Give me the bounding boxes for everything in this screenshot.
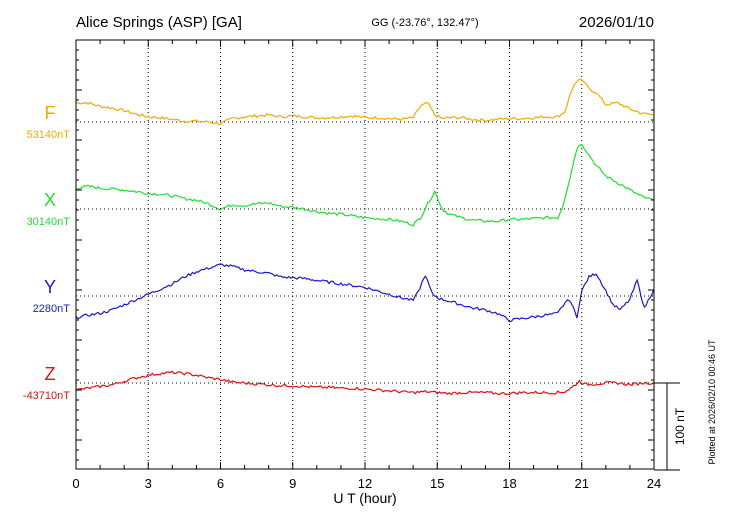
series-baseline-Z: -43710nT <box>23 390 70 402</box>
x-tick-label: 0 <box>72 476 79 491</box>
station-title: Alice Springs (ASP) [GA] <box>76 14 242 31</box>
grid-lines <box>76 40 654 469</box>
series-lines <box>75 78 655 396</box>
x-tick-label: 15 <box>430 476 444 491</box>
x-tick-label: 12 <box>358 476 372 491</box>
x-tick-label: 6 <box>217 476 224 491</box>
x-tick-label: 9 <box>289 476 296 491</box>
plot-date: 2026/01/10 <box>579 14 654 31</box>
series-baseline-Y: 2280nT <box>33 303 71 315</box>
station-coordinates: GG (-23.76°, 132.47°) <box>371 17 478 29</box>
series-baseline-F: 53140nT <box>27 129 71 141</box>
x-tick-label: 18 <box>502 476 516 491</box>
series-line-Z <box>75 370 655 396</box>
series-name-F: F <box>45 103 56 123</box>
x-tick-label: 24 <box>647 476 661 491</box>
x-axis-label: U T (hour) <box>333 490 396 506</box>
scale-bar-label: 100 nT <box>673 407 687 445</box>
series-name-Z: Z <box>45 364 56 384</box>
series-line-Y <box>75 263 655 323</box>
plotted-timestamp: Plotted at 2026/02/10 00:46 UT <box>707 339 717 465</box>
series-name-X: X <box>44 190 56 210</box>
x-tick-label: 21 <box>575 476 589 491</box>
axis-ticks <box>75 40 655 469</box>
scale-bar: 100 nT <box>654 382 687 471</box>
series-labels: 0 3 6 9 12 15 18 21 24 F 53140nT X 30140nT Y 2280nT Z -4… <box>23 103 661 491</box>
series-baseline-X: 30140nT <box>27 216 71 228</box>
series-line-X <box>75 143 655 227</box>
series-line-F <box>75 78 655 126</box>
series-name-Y: Y <box>44 277 56 297</box>
x-tick-label: 3 <box>145 476 152 491</box>
